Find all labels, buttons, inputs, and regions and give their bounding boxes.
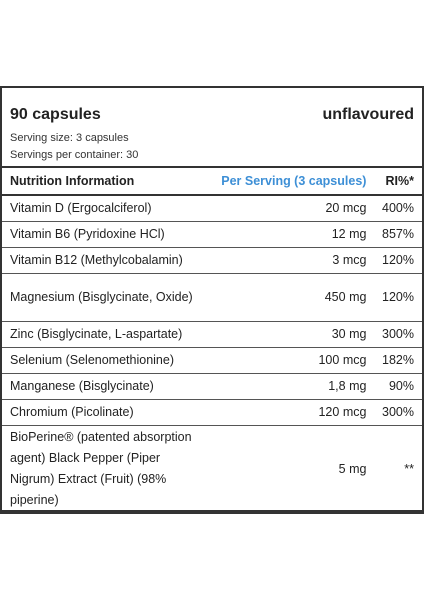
nutrient-amount: 100 mcg: [208, 347, 373, 374]
nutrient-ri: 300%: [372, 399, 422, 426]
nutrient-amount: 5 mg: [208, 425, 373, 512]
nutrient-amount: 30 mg: [208, 321, 373, 348]
header-divider: [2, 166, 422, 168]
nutrient-name: Zinc (Bisglycinate, L-aspartate): [2, 321, 208, 348]
nutrient-name: Magnesium (Bisglycinate, Oxide): [2, 273, 208, 322]
nutrient-amount: 20 mcg: [208, 194, 373, 222]
flavour-label: unflavoured: [322, 106, 414, 123]
nutrient-amount: 1,8 mg: [208, 373, 373, 400]
table-row: Zinc (Bisglycinate, L-aspartate) 30 mg 3…: [2, 321, 422, 348]
nutrient-amount: 12 mg: [208, 221, 373, 248]
capsule-count: 90 capsules: [10, 106, 101, 123]
nutrient-ri: 300%: [372, 321, 422, 348]
column-header-nutrient: Nutrition Information: [2, 168, 208, 196]
table-row: Vitamin B12 (Methylcobalamin) 3 mcg 120%: [2, 247, 422, 274]
nutrient-name: Vitamin D (Ergocalciferol): [2, 194, 208, 222]
table-row: Manganese (Bisglycinate) 1,8 mg 90%: [2, 373, 422, 400]
table-row: Selenium (Selenomethionine) 100 mcg 182%: [2, 347, 422, 374]
nutrient-ri: **: [372, 425, 422, 512]
nutrient-amount: 450 mg: [208, 273, 373, 322]
nutrient-ri: 400%: [372, 194, 422, 222]
nutrient-ri: 120%: [372, 273, 422, 322]
nutrient-ri: 182%: [372, 347, 422, 374]
nutrient-name: Manganese (Bisglycinate): [2, 373, 208, 400]
table-row: Chromium (Picolinate) 120 mcg 300%: [2, 399, 422, 426]
table-row: BioPerine® (patented absorption agent) B…: [2, 425, 422, 512]
nutrient-name: Chromium (Picolinate): [2, 399, 208, 426]
servings-per-container: Servings per container: 30: [10, 149, 139, 161]
nutrient-amount: 3 mcg: [208, 247, 373, 274]
column-header-ri: RI%*: [372, 168, 422, 196]
nutrient-ri: 90%: [372, 373, 422, 400]
table-header-row: Nutrition Information Per Serving (3 cap…: [2, 168, 422, 196]
nutrient-name: Selenium (Selenomethionine): [2, 347, 208, 374]
serving-size: Serving size: 3 capsules: [10, 132, 129, 144]
nutrient-ri: 120%: [372, 247, 422, 274]
nutrient-name: Vitamin B12 (Methylcobalamin): [2, 247, 208, 274]
nutrient-amount: 120 mcg: [208, 399, 373, 426]
table-row: Magnesium (Bisglycinate, Oxide) 450 mg 1…: [2, 273, 422, 322]
column-header-per-serving: Per Serving (3 capsules): [208, 168, 373, 196]
table-row: Vitamin D (Ergocalciferol) 20 mcg 400%: [2, 194, 422, 222]
nutrient-name: Vitamin B6 (Pyridoxine HCl): [2, 221, 208, 248]
nutrition-table: Nutrition Information Per Serving (3 cap…: [2, 168, 422, 512]
nutrition-panel: 90 capsules unflavoured Serving size: 3 …: [0, 86, 424, 514]
nutrient-name: BioPerine® (patented absorption agent) B…: [2, 425, 208, 512]
table-row: Vitamin B6 (Pyridoxine HCl) 12 mg 857%: [2, 221, 422, 248]
nutrient-ri: 857%: [372, 221, 422, 248]
